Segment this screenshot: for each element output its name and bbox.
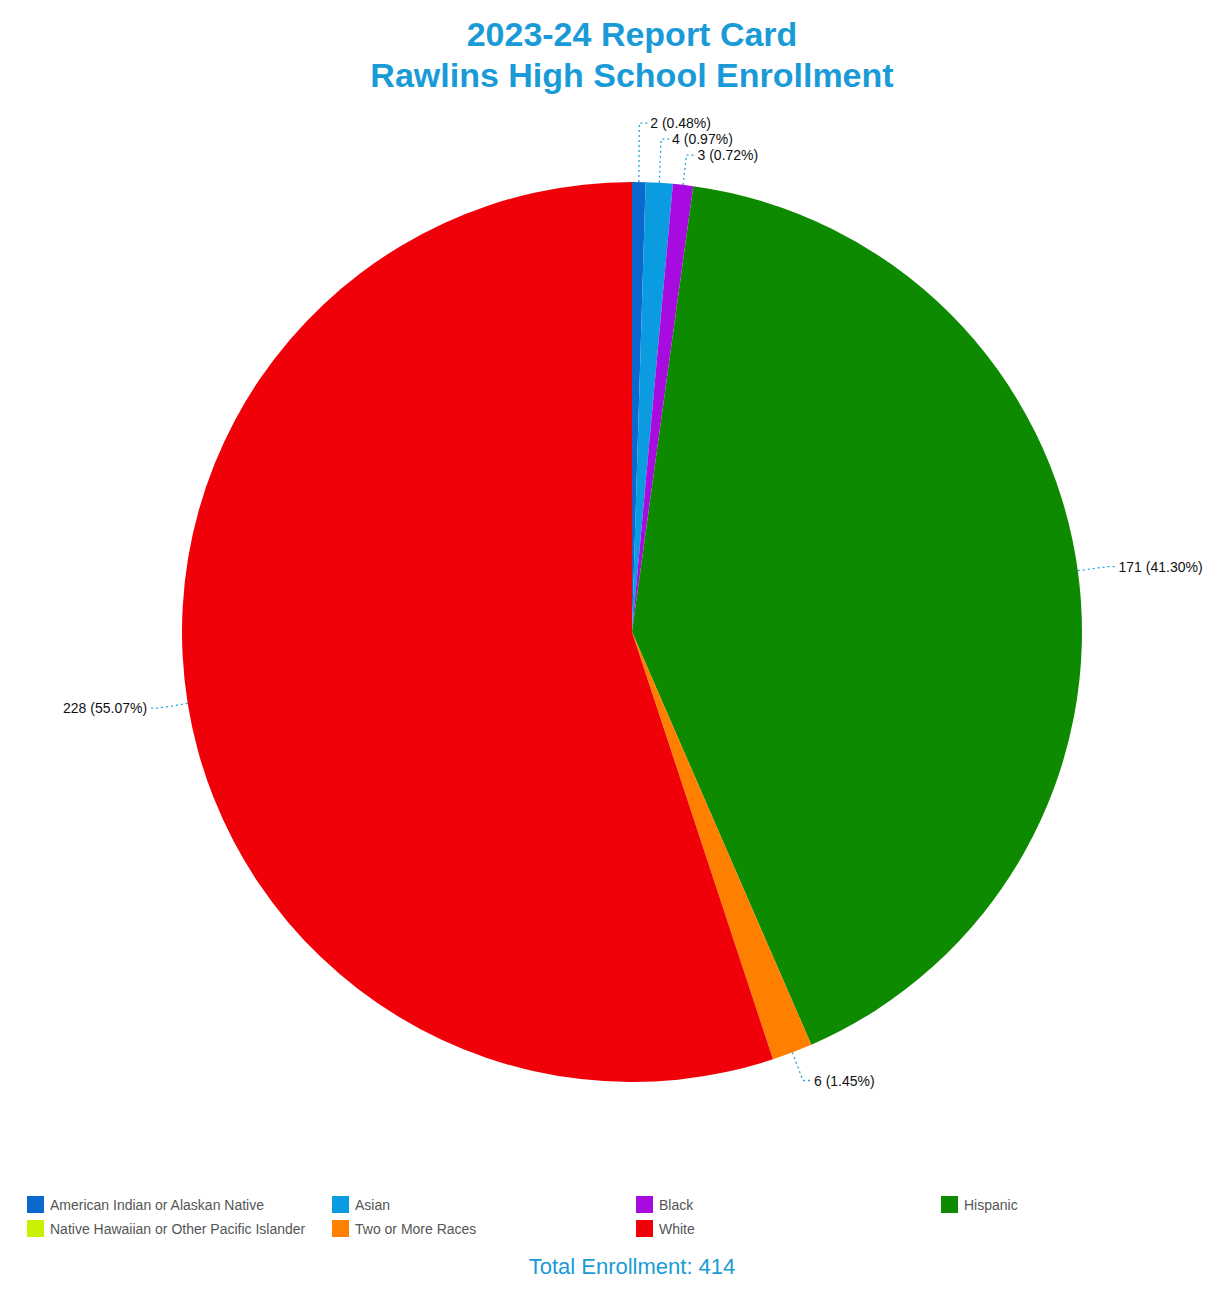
- legend: American Indian or Alaskan Native Asian Bl…: [27, 1196, 1018, 1237]
- slices: [182, 182, 1082, 1082]
- legend-swatch: [941, 1196, 958, 1213]
- data-label: 3 (0.72%): [698, 147, 759, 163]
- leader-line: [1078, 567, 1116, 571]
- legend-swatch: [27, 1220, 44, 1237]
- title-line: Rawlins High School Enrollment: [370, 56, 893, 94]
- legend-label: American Indian or Alaskan Native: [50, 1197, 264, 1213]
- legend-swatch: [332, 1196, 349, 1213]
- leader-line: [659, 139, 669, 183]
- slice: [182, 182, 773, 1082]
- legend-label: Black: [659, 1197, 694, 1213]
- data-label: 2 (0.48%): [650, 115, 711, 131]
- legend-label: White: [659, 1221, 695, 1237]
- legend-label: Two or More Races: [355, 1221, 476, 1237]
- leader-line: [683, 155, 694, 185]
- legend-swatch: [332, 1220, 349, 1237]
- title-line: 2023-24 Report Card: [467, 15, 798, 53]
- data-label: 6 (1.45%): [814, 1073, 875, 1089]
- chart: 2023-24 Report CardRawlins High School E…: [0, 0, 1230, 1297]
- data-label: 4 (0.97%): [672, 131, 733, 147]
- legend-swatch: [27, 1196, 44, 1213]
- data-label: 171 (41.30%): [1119, 559, 1203, 575]
- legend-label: Asian: [355, 1197, 390, 1213]
- title: 2023-24 Report CardRawlins High School E…: [370, 15, 893, 94]
- legend-swatch: [636, 1220, 653, 1237]
- data-label: 228 (55.07%): [63, 700, 147, 716]
- annotation: Total Enrollment: 414: [529, 1254, 736, 1279]
- data-labels: 2 (0.48%)4 (0.97%)3 (0.72%) 171 (41.30%) 6…: [63, 115, 1203, 1088]
- legend-label: Native Hawaiian or Other Pacific Islande…: [50, 1221, 306, 1237]
- leader-line: [150, 703, 188, 708]
- leader-line: [639, 123, 647, 182]
- legend-label: Hispanic: [964, 1197, 1018, 1213]
- legend-swatch: [636, 1196, 653, 1213]
- leader-line: [792, 1052, 811, 1080]
